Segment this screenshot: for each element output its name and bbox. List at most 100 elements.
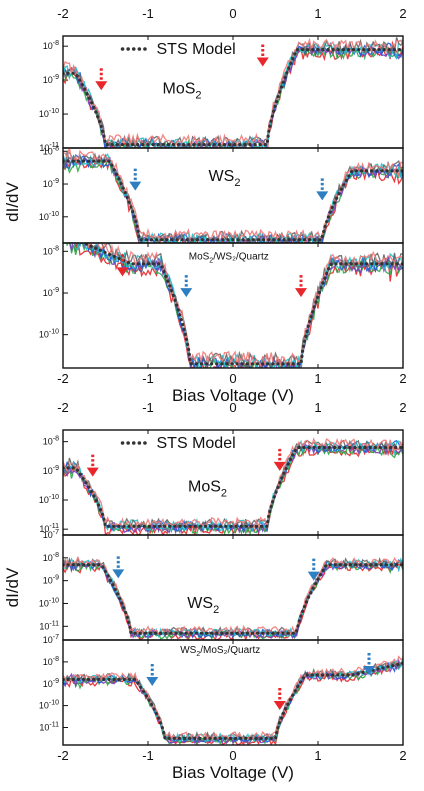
x-tick-label-bottom: -1 [142,371,154,386]
x-tick-label-top: -1 [142,400,154,415]
measured-trace [63,555,403,637]
y-tick-base: 10 [39,212,49,222]
y-tick-exp: -7 [53,529,59,536]
y-tick-base: 10 [43,466,53,476]
band-edge-arrow-head [273,461,286,471]
measured-trace [63,557,403,640]
x-tick-label-top: 1 [314,400,321,415]
y-tick-exp: -9 [53,178,59,185]
y-tick-exp: -8 [53,552,59,559]
x-tick-label-bottom: 0 [229,748,236,763]
x-tick-label-bottom: 2 [399,371,406,386]
y-tick-base: 10 [43,41,53,51]
y-tick-base: 10 [43,635,53,645]
y-tick-label: 10-9 [43,178,59,189]
band-edge-arrow-head [295,288,307,298]
y-tick-exp: -11 [49,722,59,729]
measured-trace [63,150,403,243]
y-tick-exp: -11 [49,523,59,530]
y-tick-label: 10-10 [39,329,59,340]
band-edge-arrow-head [112,569,125,579]
sts-model-curve [63,563,403,635]
measured-trace [63,559,403,640]
material-label-main: WS [209,168,235,185]
y-tick-exp: -10 [49,329,59,336]
measured-trace [63,148,403,243]
y-tick-base: 10 [39,109,49,119]
measured-trace [63,658,403,745]
band-edge-arrow-head [363,666,375,675]
material-label-rest: /WS₂/Quartz [213,252,269,263]
measured-trace [63,37,403,148]
series-group [63,437,403,535]
x-tick-label-bottom: 0 [229,371,236,386]
measured-trace [63,656,403,744]
x-tick-label-top: -2 [57,400,69,415]
series-group [63,555,403,640]
material-label: MoS2 [188,478,227,499]
y-tick-label: 10-10 [39,211,59,222]
band-edge-arrow-head [95,81,108,91]
sts-model-curve [63,661,403,740]
panel-frame [62,147,404,244]
y-tick-label: 10-8 [43,552,59,563]
measured-trace [63,442,403,535]
material-label-main: MoS [162,81,195,98]
y-tick-base: 10 [39,701,49,711]
y-tick-exp: -10 [49,108,59,115]
x-tick-label-top: 2 [399,400,406,415]
x-tick-label-bottom: -2 [57,371,69,386]
material-label-main: MoS [188,478,221,495]
material-label-main: WS [180,645,196,656]
sts-model-curve [63,445,403,528]
y-tick-label: 10-10 [39,108,59,119]
band-edge-arrow-head [273,701,286,710]
material-label-sub: 2 [195,90,201,102]
y-tick-base: 10 [43,75,53,85]
sts-model-curve [79,243,403,366]
y-tick-label: 10-9 [43,74,59,85]
y-tick-label: 10-8 [43,436,59,447]
y-tick-base: 10 [43,657,53,667]
x-tick-label-bottom: 1 [314,748,321,763]
x-tick-label-top: 0 [229,6,236,21]
y-tick-label: 10-10 [39,700,59,711]
x-tick-label-bottom: -1 [142,748,154,763]
band-edge-arrow-head [316,191,329,201]
y-tick-label: 10-8 [43,245,59,256]
material-label-sub: 2 [209,258,213,265]
x-tick-label-bottom: -2 [57,748,69,763]
y-axis-label: dI/dV [3,181,22,221]
x-tick-label-bottom: 1 [314,371,321,386]
y-tick-exp: -11 [49,620,59,627]
x-tick-label-top: 1 [314,6,321,21]
legend-label: STS Model [157,435,236,452]
band-edge-arrow-head [180,288,193,298]
measured-trace [63,45,403,148]
y-tick-label: 10-11 [39,620,59,631]
material-label-sub: 2 [234,177,240,189]
y-tick-base: 10 [43,576,53,586]
y-tick-exp: -9 [53,465,59,472]
material-label: WS2 [187,595,219,616]
measured-trace [63,40,403,148]
y-tick-exp: -7 [53,634,59,641]
measured-trace [63,442,403,535]
measured-trace [73,243,403,368]
y-tick-exp: -9 [53,678,59,685]
y-axis-label: dI/dV [3,567,22,607]
y-tick-exp: -8 [53,656,59,663]
band-edge-arrow-head [307,571,320,581]
panel-frame [62,242,404,369]
material-label-sub: 2 [213,604,219,616]
band-edge-arrow-head [129,181,142,191]
measured-trace [63,556,403,637]
x-tick-label-top: -1 [142,6,154,21]
series-group [63,148,403,243]
measured-trace [63,437,403,530]
